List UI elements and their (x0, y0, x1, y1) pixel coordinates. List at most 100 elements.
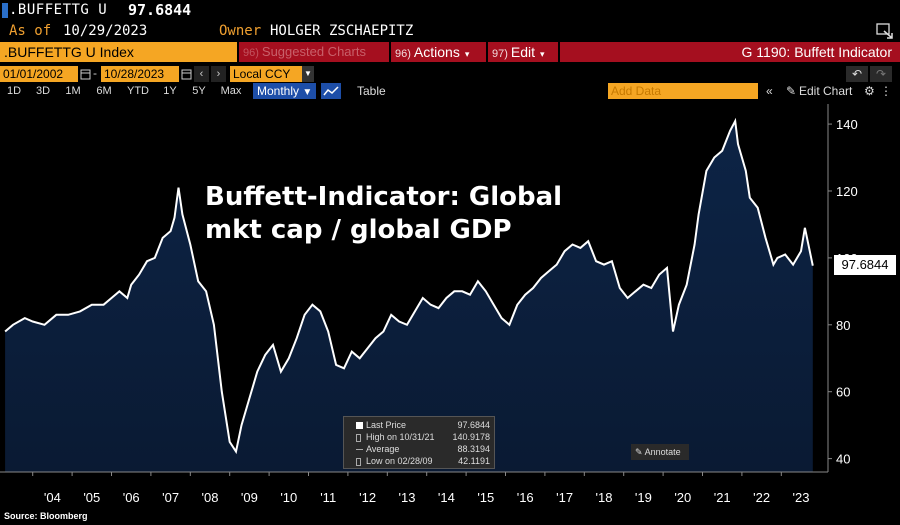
prev-period-button[interactable]: ‹ (194, 66, 209, 82)
range-5y[interactable]: 5Y (192, 85, 206, 97)
chevron-down-icon: ▾ (464, 49, 470, 59)
legend-high-label: High on 10/31/21 (366, 432, 435, 442)
y-tick-label: 120 (836, 184, 858, 199)
line-chart-icon[interactable] (321, 83, 341, 99)
calendar-icon[interactable] (80, 68, 91, 80)
chart-area[interactable]: 406080100120140 '04'05'06'07'08'09'10'11… (0, 100, 900, 510)
actions-label: Actions (413, 44, 460, 60)
suggested-charts-number: 96) (243, 47, 259, 59)
undo-button[interactable]: ↶ (846, 66, 868, 82)
chevron-down-icon: ▼ (302, 66, 314, 82)
date-bar: 01/01/2002 - 10/28/2023 ‹ › Local CCY ▼ … (0, 66, 900, 83)
annotate-button[interactable]: ✎ Annotate (631, 444, 689, 460)
legend-last-label: Last Price (366, 420, 407, 430)
legend-low-label: Low on 02/28/09 (366, 456, 433, 466)
calendar-icon[interactable] (181, 68, 192, 80)
header-meta: As of 10/29/2023 Owner HOLGER ZSCHAEPITZ (0, 21, 900, 41)
security-header: .BUFFETTG U 97.6844 (0, 0, 900, 21)
range-ytd[interactable]: YTD (127, 85, 149, 97)
range-6m[interactable]: 6M (96, 85, 112, 97)
table-tab[interactable]: Table (357, 84, 386, 98)
low-marker-icon (356, 458, 361, 466)
ticker-symbol[interactable]: .BUFFETTG U (9, 2, 108, 18)
selection-marker (2, 3, 8, 18)
range-1y[interactable]: 1Y (163, 85, 177, 97)
x-axis: '04 '05 '06 '07 '08 '09 '10 '11 '12 '13 '14 '15 '16 '… (32, 472, 810, 505)
y-tick-label: 40 (836, 452, 850, 467)
function-title: G 1190: Buffett Indicator (560, 42, 900, 62)
average-marker-icon (356, 449, 363, 450)
range-1m[interactable]: 1M (65, 85, 81, 97)
add-data-input[interactable]: Add Data (608, 83, 758, 99)
owner-name: HOLGER ZSCHAEPITZ (270, 23, 414, 39)
x-tick-label: '14 (438, 490, 455, 505)
x-tick-label: '18 (596, 490, 613, 505)
security-field[interactable]: .BUFFETTG U Index (0, 42, 237, 62)
x-tick-label: '04 (44, 490, 61, 505)
legend-last-value: 97.6844 (457, 420, 490, 430)
range-3d[interactable]: 3D (35, 85, 51, 97)
pencil-icon: ✎ (786, 84, 797, 98)
legend-row-average: Average 88.3194 (356, 444, 494, 455)
legend-average-value: 88.3194 (457, 444, 490, 454)
suggested-charts-label: Suggested Charts (261, 44, 366, 59)
y-tick-label: 140 (836, 117, 858, 132)
actions-menu[interactable]: 96) Actions ▾ (391, 42, 486, 62)
series-line[interactable] (4, 117, 814, 455)
chart-legend: Last Price 97.6844 High on 10/31/21 140.… (343, 416, 495, 469)
actions-number: 96) (395, 48, 411, 60)
legend-average-label: Average (366, 444, 400, 454)
next-period-button[interactable]: › (211, 66, 226, 82)
x-tick-label: '08 (202, 490, 219, 505)
chart-title-line-2: mkt cap / global GDP (205, 215, 512, 245)
y-axis: 406080100120140 (828, 117, 858, 467)
legend-low-value: 42.1191 (458, 456, 490, 466)
y-tick-label: 80 (836, 318, 850, 333)
edit-menu[interactable]: 97) Edit ▾ (488, 42, 558, 62)
legend-swatch (356, 422, 363, 429)
x-tick-label: '07 (162, 490, 179, 505)
gear-icon[interactable]: ⚙ (864, 84, 875, 98)
expand-window-icon[interactable] (876, 23, 894, 39)
currency-value: Local CCY (233, 67, 291, 81)
start-date-input[interactable]: 01/01/2002 (0, 66, 78, 82)
pencil-icon: ✎ (635, 447, 643, 457)
collapse-icon[interactable]: « (766, 84, 773, 98)
legend-high-value: 140.9178 (452, 432, 490, 442)
as-of-label: As of (9, 23, 52, 39)
chart-title-line-1: Buffett-Indicator: Global (205, 182, 562, 212)
annotate-label: Annotate (644, 447, 681, 457)
x-tick-label: '23 (793, 490, 810, 505)
end-date-input[interactable]: 10/28/2023 (101, 66, 179, 82)
owner-label: Owner (219, 23, 262, 39)
source-note: Source: Bloomberg (4, 511, 88, 521)
series-area-fill (5, 121, 813, 472)
chevron-down-icon: ▾ (540, 49, 545, 59)
x-tick-label: '21 (714, 490, 731, 505)
x-tick-label: '16 (517, 490, 534, 505)
range-1d[interactable]: 1D (6, 85, 22, 97)
range-max[interactable]: Max (220, 85, 242, 97)
date-separator: - (93, 66, 97, 80)
legend-row-high: High on 10/31/21 140.9178 (356, 432, 494, 443)
x-tick-label: '12 (359, 490, 376, 505)
x-tick-label: '06 (123, 490, 140, 505)
chevron-down-icon: ▼ (302, 87, 313, 98)
x-tick-label: '17 (556, 490, 573, 505)
suggested-charts-button[interactable]: 96) Suggested Charts (239, 42, 389, 62)
last-price: 97.6844 (128, 1, 192, 19)
y-tick-label: 60 (836, 385, 850, 400)
chart-toolbar: 1D 3D 1M 6M YTD 1Y 5Y Max Monthly ▼ Tabl… (0, 83, 900, 100)
edit-label: Edit (510, 44, 536, 60)
more-options-icon[interactable]: ⋮ (880, 84, 892, 98)
edit-chart-button[interactable]: Edit Chart (799, 84, 853, 98)
high-marker-icon (356, 434, 361, 442)
last-price-tag: 97.6844 (834, 255, 896, 275)
currency-select[interactable]: Local CCY ▼ (230, 66, 314, 82)
legend-row-low: Low on 02/28/09 42.1191 (356, 456, 494, 467)
x-tick-label: '10 (280, 490, 297, 505)
x-tick-label: '22 (753, 490, 770, 505)
frequency-select[interactable]: Monthly ▼ (253, 83, 316, 99)
redo-button[interactable]: ↷ (870, 66, 892, 82)
x-tick-label: '15 (477, 490, 494, 505)
